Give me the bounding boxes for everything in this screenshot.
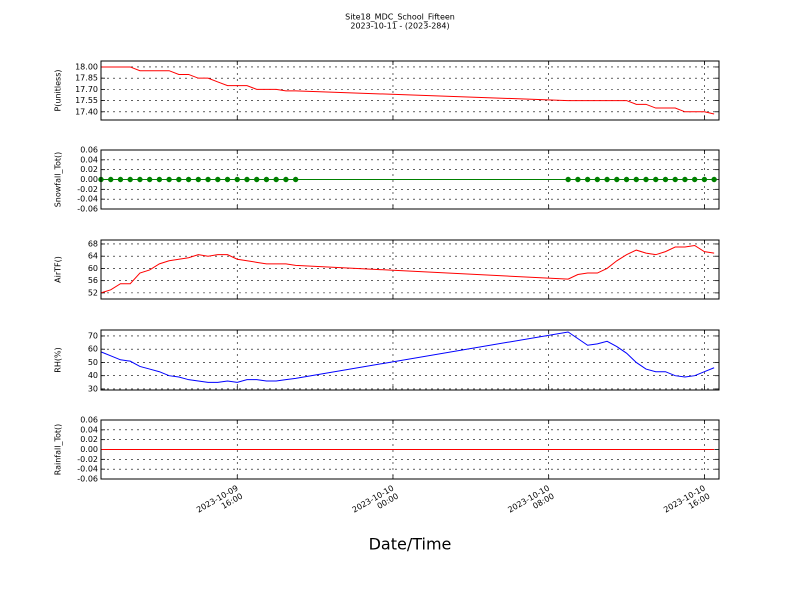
y-tick-label: -0.06	[77, 205, 98, 214]
data-point	[166, 176, 172, 183]
data-line	[100, 244, 715, 294]
y-tick-label: 0.06	[80, 146, 98, 155]
plot-frame	[100, 239, 720, 300]
y-tick-label: 17.40	[75, 107, 98, 116]
data-point	[146, 176, 153, 183]
data-point	[604, 176, 610, 183]
data-point	[156, 176, 163, 183]
y-axis-label: Snowfall_Tot()	[54, 152, 63, 208]
y-tick-label: -0.04	[77, 195, 98, 204]
y-tick-label: 17.70	[75, 85, 98, 94]
y-tick-label: 17.85	[75, 74, 98, 83]
x-tick-label: 2023-10-1008:00	[506, 483, 555, 522]
data-point	[594, 176, 601, 183]
y-tick-label: 30	[88, 384, 98, 393]
y-tick-label: 52	[88, 288, 98, 297]
data-point	[195, 176, 202, 183]
plot-frame	[100, 60, 720, 121]
y-tick-label: 0.04	[80, 155, 98, 164]
data-line	[101, 66, 715, 115]
data-point	[633, 176, 639, 183]
data-point	[283, 176, 289, 183]
y-tick-label: 70	[88, 331, 98, 340]
plot-frame	[100, 149, 720, 210]
y-tick-label: 50	[88, 358, 98, 367]
y-axis-label: AirTF()	[54, 256, 63, 283]
data-point	[623, 176, 630, 183]
data-point	[263, 176, 270, 183]
data-point	[117, 176, 124, 183]
y-tick-label: -0.04	[77, 465, 98, 474]
data-point	[614, 176, 620, 183]
data-point	[575, 176, 581, 183]
y-tick-label: -0.02	[77, 185, 98, 194]
data-point	[701, 176, 708, 183]
x-tick-label: 2023-10-1016:00	[662, 483, 711, 522]
y-tick-label: 64	[88, 252, 98, 261]
data-point	[565, 176, 571, 183]
data-point	[254, 176, 260, 183]
data-point	[176, 176, 182, 183]
data-point	[185, 176, 192, 183]
data-point	[711, 176, 717, 183]
y-tick-label: 0.02	[80, 165, 98, 174]
data-point	[127, 176, 133, 183]
data-point	[682, 176, 688, 183]
figure-subtitle: 2023-10-11 - (2023-284)	[350, 22, 449, 31]
data-point	[137, 176, 143, 183]
data-point	[653, 176, 659, 183]
y-tick-label: -0.06	[77, 475, 98, 484]
y-tick-label: 0.02	[80, 435, 98, 444]
y-axis-label: RH(%)	[54, 347, 63, 372]
data-point	[244, 176, 250, 183]
data-point	[224, 176, 231, 183]
y-tick-label: 0.00	[80, 175, 98, 184]
data-point	[215, 176, 221, 183]
data-point	[292, 176, 299, 183]
plot-frame	[100, 419, 720, 480]
figure-title: Site18_MDC_School_Fifteen	[345, 13, 455, 22]
x-tick-label: 2023-10-1000:00	[350, 483, 399, 522]
data-point	[662, 176, 669, 183]
x-axis-label: Date/Time	[369, 535, 452, 554]
data-line	[100, 331, 715, 383]
data-point	[584, 176, 591, 183]
plot-frame	[100, 329, 720, 391]
x-tick-label: 2023-10-0916:00	[195, 483, 244, 522]
y-tick-label: 60	[88, 264, 98, 273]
y-tick-label: 18.00	[75, 62, 98, 71]
data-point	[643, 176, 649, 183]
data-point	[205, 176, 211, 183]
data-point	[691, 176, 698, 183]
y-tick-label: 68	[88, 239, 98, 248]
y-axis-label: P(unitless)	[54, 69, 63, 111]
y-tick-label: 0.00	[80, 445, 98, 454]
y-tick-label: -0.02	[77, 455, 98, 464]
y-tick-label: 17.55	[75, 96, 98, 105]
data-point	[672, 176, 678, 183]
y-tick-label: 60	[88, 345, 98, 354]
y-tick-label: 40	[88, 371, 98, 380]
y-tick-label: 0.04	[80, 425, 98, 434]
data-point	[234, 176, 240, 183]
y-axis-label: Rainfall_Tot()	[54, 424, 63, 476]
data-point	[273, 176, 279, 183]
data-point	[108, 176, 114, 183]
y-tick-label: 0.06	[80, 416, 98, 425]
y-tick-label: 56	[88, 276, 98, 285]
